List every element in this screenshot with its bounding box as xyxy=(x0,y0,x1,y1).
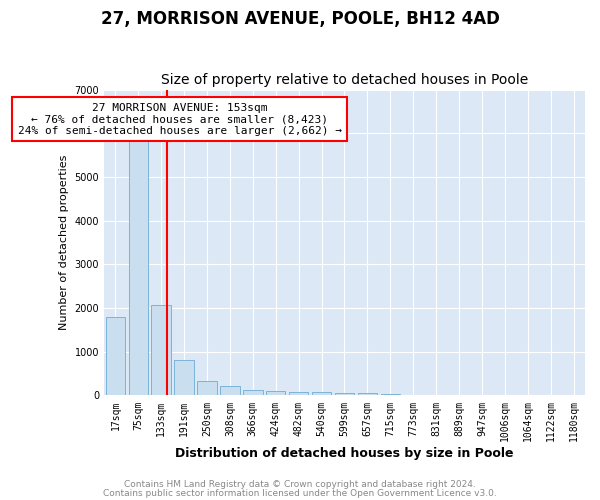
Bar xyxy=(312,392,331,396)
Text: 27 MORRISON AVENUE: 153sqm
← 76% of detached houses are smaller (8,423)
24% of s: 27 MORRISON AVENUE: 153sqm ← 76% of deta… xyxy=(17,102,341,136)
Bar xyxy=(106,317,125,396)
Bar xyxy=(243,390,263,396)
Bar xyxy=(380,394,400,396)
Bar xyxy=(197,381,217,396)
Text: Contains public sector information licensed under the Open Government Licence v3: Contains public sector information licen… xyxy=(103,488,497,498)
Text: 27, MORRISON AVENUE, POOLE, BH12 4AD: 27, MORRISON AVENUE, POOLE, BH12 4AD xyxy=(101,10,499,28)
Bar xyxy=(220,386,239,396)
Bar xyxy=(128,141,148,396)
Title: Size of property relative to detached houses in Poole: Size of property relative to detached ho… xyxy=(161,73,528,87)
Bar xyxy=(358,394,377,396)
Bar xyxy=(151,306,171,396)
Bar xyxy=(335,393,354,396)
Bar xyxy=(266,391,286,396)
X-axis label: Distribution of detached houses by size in Poole: Distribution of detached houses by size … xyxy=(175,447,514,460)
Text: Contains HM Land Registry data © Crown copyright and database right 2024.: Contains HM Land Registry data © Crown c… xyxy=(124,480,476,489)
Bar xyxy=(289,392,308,396)
Y-axis label: Number of detached properties: Number of detached properties xyxy=(59,155,69,330)
Bar xyxy=(175,360,194,396)
